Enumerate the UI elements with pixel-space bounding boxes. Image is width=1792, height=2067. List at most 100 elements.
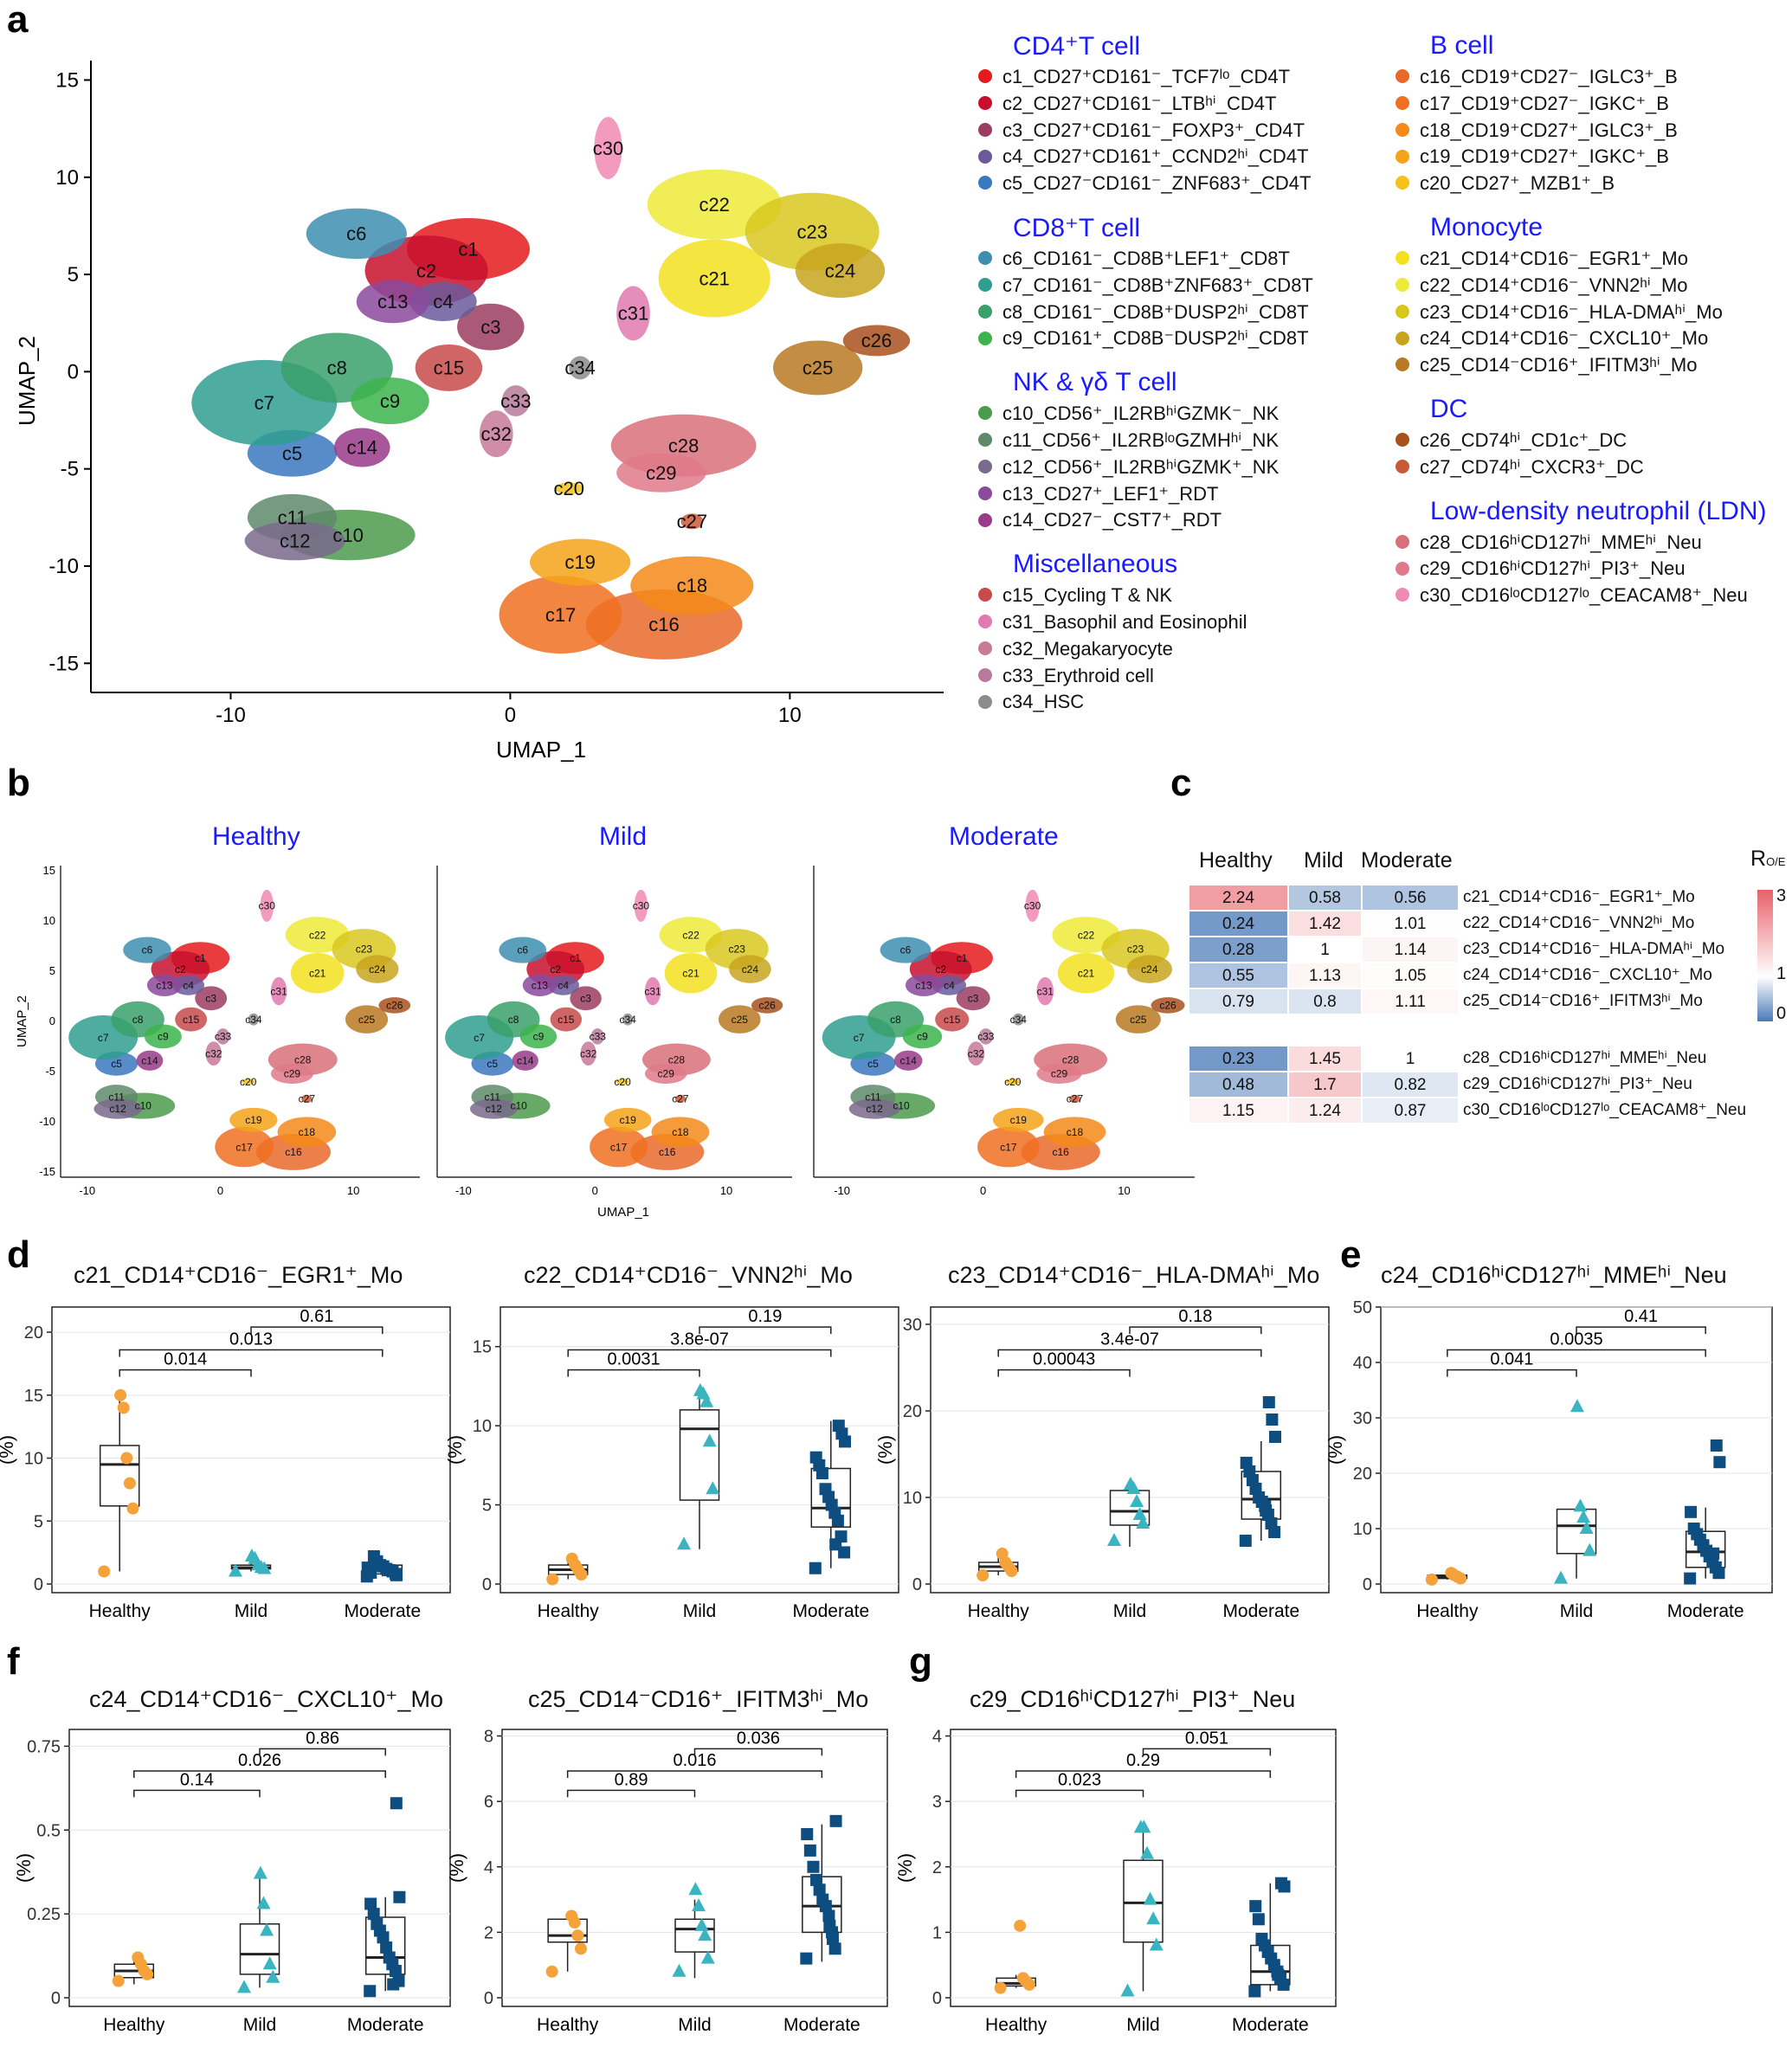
p-value-label: 0.19 xyxy=(748,1307,782,1326)
umap-label-c21: c21 xyxy=(682,967,699,979)
umap-cluster-c31 xyxy=(270,976,287,1006)
condition-title-healthy: Healthy xyxy=(212,822,300,851)
boxplot-point xyxy=(1554,1570,1568,1584)
legend-item-label: c32_Megakaryocyte xyxy=(1002,637,1173,660)
umap-cluster-c30 xyxy=(260,889,274,923)
legend-item: c21_CD14⁺CD16⁻_EGR1⁺_Mo xyxy=(1396,246,1688,272)
legend-item-label: c25_CD14⁻CD16⁺_IFITM3ʰⁱ_Mo xyxy=(1420,354,1698,377)
legend-color-dot xyxy=(978,69,992,84)
boxplot-ytick: 20 xyxy=(24,1323,43,1343)
heatmap-cell: 0.8 xyxy=(1288,988,1362,1014)
boxplot-point xyxy=(390,1568,403,1581)
boxplot-point xyxy=(1583,1542,1597,1556)
boxplot-xtick: Moderate xyxy=(792,1601,869,1621)
umap-label-c10: c10 xyxy=(893,1100,910,1112)
umap-label-c24: c24 xyxy=(742,963,759,976)
umap-cluster-c27 xyxy=(680,513,704,530)
legend-color-dot xyxy=(1396,433,1409,448)
legend-item: c20_CD27⁺_MZB1⁺_B xyxy=(1396,171,1615,196)
boxplot-ytick: 4 xyxy=(484,1858,493,1877)
umap-label-c13: c13 xyxy=(156,979,173,991)
umap-cluster-c32 xyxy=(967,1041,985,1066)
umap-label-c5: c5 xyxy=(111,1058,122,1070)
legend-item-label: c6_CD161⁻_CD8B⁺LEF1⁺_CD8T xyxy=(1002,248,1290,269)
legend-item-label: c12_CD56⁺_IL2RBʰⁱGZMK⁺_NK xyxy=(1002,455,1280,478)
boxplot-xtick: Healthy xyxy=(985,2015,1047,2035)
umap-cluster-c15 xyxy=(935,1007,970,1032)
umap-label-c5: c5 xyxy=(282,442,302,464)
significance-bracket: 3.8e-07 xyxy=(567,1330,832,1357)
umap-cluster-c4 xyxy=(547,975,579,995)
significance-bracket: 0.29 xyxy=(1015,1751,1272,1778)
legend-color-dot xyxy=(978,304,992,319)
boxplot-point xyxy=(694,1917,709,1931)
boxplot-point xyxy=(546,1573,559,1586)
umap-label-c3: c3 xyxy=(205,992,216,1004)
umap-label-c17: c17 xyxy=(1000,1141,1017,1153)
heatmap-cell: 1.45 xyxy=(1288,1046,1362,1072)
boxplot-point xyxy=(809,1562,822,1574)
legend-item: c31_Basophil and Eosinophil xyxy=(978,609,1247,635)
legend-item: c22_CD14⁺CD16⁻_VNN2ʰⁱ_Mo xyxy=(1396,273,1688,299)
boxplot-point xyxy=(693,1382,707,1396)
boxplot-point xyxy=(361,1562,374,1574)
boxplot-title: c25_CD14⁻CD16⁺_IFITM3ʰⁱ_Mo xyxy=(528,1686,869,1712)
legend-item-label: c27_CD74ʰⁱ_CXCR3⁺_DC xyxy=(1420,455,1644,478)
legend-item: c23_CD14⁺CD16⁻_HLA-DMAʰⁱ_Mo xyxy=(1396,299,1723,325)
legend-item: c28_CD16ʰⁱCD127ʰⁱ_MMEʰⁱ_Neu xyxy=(1396,530,1702,556)
boxplot-ylabel: (%) xyxy=(446,1853,467,1883)
umap-label-c18: c18 xyxy=(677,575,707,596)
umap-cluster-c33 xyxy=(590,1028,604,1045)
umap-cluster-c29 xyxy=(270,1063,314,1084)
p-value-label: 0.0035 xyxy=(1550,1330,1602,1349)
boxplot-point xyxy=(120,1452,133,1465)
legend-item-label: c20_CD27⁺_MZB1⁺_B xyxy=(1420,172,1615,195)
boxplot-point xyxy=(1445,1567,1458,1580)
panel-letter-a: a xyxy=(7,0,29,41)
legend-group-title: NK & γδ T cell xyxy=(1013,368,1177,397)
boxplot-ytick: 3 xyxy=(932,1793,942,1812)
significance-bracket: 0.023 xyxy=(1015,1770,1144,1798)
umap-label-c9: c9 xyxy=(533,1031,545,1043)
p-value-label: 0.61 xyxy=(300,1307,333,1326)
heatmap-cell: 0.24 xyxy=(1189,911,1288,937)
boxplot-point xyxy=(1252,1913,1265,1926)
p-value-label: 0.013 xyxy=(229,1330,273,1349)
boxplot-point xyxy=(800,1952,813,1965)
boxplot-chart: 0 10 20 30 (%) Healthy Mild Moderate 0.00043 3.4e… xyxy=(874,1306,1330,1621)
boxplot-chart: 0 1 2 3 4 (%) Healthy Mild Moderate 0.023 0.29 0.05… xyxy=(894,1728,1337,2035)
heatmap-column-header: Moderate xyxy=(1361,848,1453,873)
legend-item: c33_Erythroid cell xyxy=(978,663,1154,689)
umap-b-xtick: -10 xyxy=(455,1184,472,1197)
heatmap-row-label: c21_CD14⁺CD16⁻_EGR1⁺_Mo xyxy=(1463,888,1695,906)
umap-cluster-c19 xyxy=(530,538,631,586)
boxplot-point xyxy=(688,1882,703,1896)
umap-label-c31: c31 xyxy=(270,985,287,997)
umap-label-c24: c24 xyxy=(369,963,386,976)
umap-cluster-c29 xyxy=(616,453,706,493)
boxplot-point xyxy=(1107,1533,1121,1546)
heatmap-row-label: c23_CD14⁺CD16⁻_HLA-DMAʰⁱ_Mo xyxy=(1463,940,1725,958)
boxplot-point xyxy=(371,1917,384,1930)
umap-label-c16: c16 xyxy=(648,614,679,635)
legend-item: c26_CD74ʰⁱ_CD1c⁺_DC xyxy=(1396,428,1627,454)
umap-cluster-c31 xyxy=(616,286,650,341)
boxplot-point xyxy=(253,1865,268,1879)
boxplot-xtick: Mild xyxy=(1113,1601,1147,1621)
boxplot-chart: 0 2 4 6 8 (%) Healthy Mild Moderate 0.89 0.016 0.03… xyxy=(446,1728,888,2035)
umap-cluster-c20 xyxy=(616,1079,629,1085)
heatmap-row-label: c29_CD16ʰⁱCD127ʰⁱ_PI3⁺_Neu xyxy=(1463,1075,1692,1093)
heatmap-cell: 1.7 xyxy=(1288,1072,1362,1098)
legend-color-dot xyxy=(1396,149,1409,164)
boxplot-point xyxy=(828,1942,841,1955)
boxplot-xtick: Mild xyxy=(678,2015,712,2035)
p-value-label: 0.026 xyxy=(238,1751,281,1770)
legend-color-dot xyxy=(978,277,992,292)
umap-cluster-c27 xyxy=(301,1094,313,1104)
boxplot-title: c23_CD14⁺CD16⁻_HLA-DMAʰⁱ_Mo xyxy=(948,1262,1320,1288)
legend-color-dot xyxy=(1396,95,1409,110)
boxplot-ylabel: (%) xyxy=(874,1435,896,1465)
umap-label-c4: c4 xyxy=(183,979,194,991)
umap-label-c19: c19 xyxy=(564,551,595,573)
boxplot-point xyxy=(803,1844,816,1857)
